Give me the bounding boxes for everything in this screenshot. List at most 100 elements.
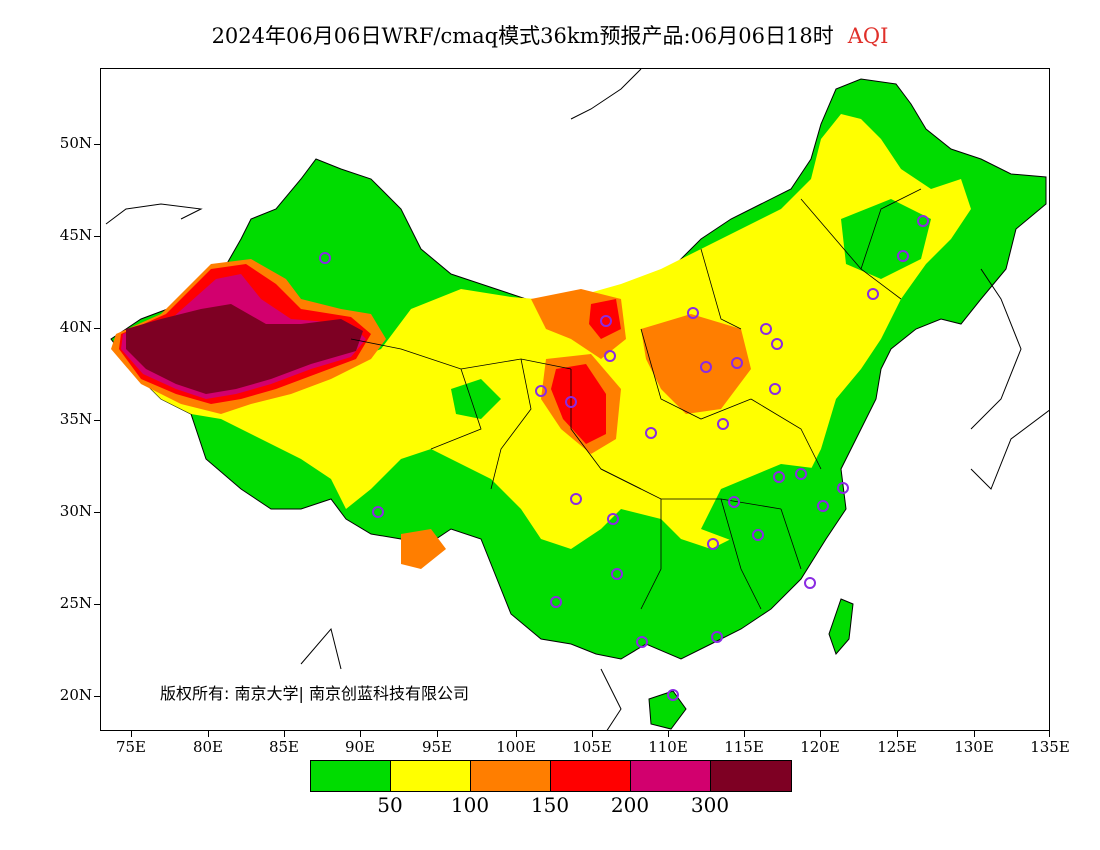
lon-label: 95E: [421, 738, 453, 756]
lon-tick: [1049, 731, 1050, 737]
aqi-map: [105, 69, 1049, 730]
station-marker: [636, 636, 648, 648]
color-legend: [310, 760, 792, 792]
station-marker: [667, 689, 679, 701]
legend-swatch: [631, 761, 711, 791]
lat-label: 20N: [59, 686, 92, 704]
lon-label: 80E: [192, 738, 224, 756]
station-marker: [570, 493, 582, 505]
station-marker: [728, 496, 740, 508]
lon-tick: [437, 731, 438, 737]
station-marker: [867, 288, 879, 300]
legend-label: 200: [610, 793, 650, 817]
lat-tick: [94, 328, 100, 329]
station-marker: [804, 577, 816, 589]
lon-tick: [516, 731, 517, 737]
aqi-good-patch: [841, 199, 931, 279]
station-marker: [769, 383, 781, 395]
aqi-unhealthy-zone: [551, 364, 606, 444]
lon-label: 85E: [268, 738, 300, 756]
lon-label: 100E: [496, 738, 536, 756]
station-marker: [600, 315, 612, 327]
lon-label: 135E: [1030, 738, 1070, 756]
station-marker: [319, 252, 331, 264]
lat-tick: [94, 512, 100, 513]
title-text: 2024年06月06日WRF/cmaq模式36km预报产品:06月06日18时: [211, 24, 834, 48]
map-frame: [100, 68, 1050, 731]
lon-label: 130E: [954, 738, 994, 756]
station-marker: [917, 215, 929, 227]
lat-tick: [94, 696, 100, 697]
station-marker: [700, 361, 712, 373]
station-marker: [550, 596, 562, 608]
station-marker: [604, 350, 616, 362]
lon-label: 125E: [877, 738, 917, 756]
station-markers: [319, 215, 929, 701]
lat-tick: [94, 604, 100, 605]
lat-label: 50N: [59, 134, 92, 152]
lon-tick: [131, 731, 132, 737]
lon-label: 75E: [115, 738, 147, 756]
legend-label: 50: [377, 793, 403, 817]
lon-label: 105E: [572, 738, 612, 756]
aqi-unhealthy-sensitive-zone: [401, 529, 446, 569]
station-marker: [771, 338, 783, 350]
legend-swatch: [471, 761, 551, 791]
lon-label: 110E: [648, 738, 688, 756]
lon-tick: [284, 731, 285, 737]
station-marker: [897, 250, 909, 262]
lon-tick: [974, 731, 975, 737]
copyright-text: 版权所有: 南京大学| 南京创蓝科技有限公司: [160, 684, 469, 703]
lat-label: 35N: [59, 410, 92, 428]
lat-label: 40N: [59, 318, 92, 336]
legend-label: 150: [530, 793, 570, 817]
station-marker: [611, 568, 623, 580]
station-marker: [717, 418, 729, 430]
lat-tick: [94, 420, 100, 421]
station-marker: [752, 529, 764, 541]
province-boundaries: [350, 188, 922, 610]
lat-tick: [94, 144, 100, 145]
station-marker: [535, 385, 547, 397]
legend-swatch: [711, 761, 791, 791]
aqi-unhealthy-zone: [589, 299, 621, 339]
aqi-hazardous-zone: [126, 304, 363, 394]
station-marker: [773, 471, 785, 483]
legend-swatch: [311, 761, 391, 791]
neighbor-coastlines: [105, 69, 1049, 730]
lon-label: 115E: [724, 738, 764, 756]
lon-tick: [820, 731, 821, 737]
lon-label: 90E: [344, 738, 376, 756]
station-marker: [372, 506, 384, 518]
lat-label: 45N: [59, 226, 92, 244]
lat-tick: [94, 236, 100, 237]
lon-tick: [592, 731, 593, 737]
legend-swatch: [551, 761, 631, 791]
taiwan-land: [828, 598, 854, 655]
station-marker: [707, 538, 719, 550]
station-marker: [645, 427, 657, 439]
aqi-good-patch: [701, 464, 831, 544]
lon-tick: [360, 731, 361, 737]
lat-label: 30N: [59, 502, 92, 520]
lon-label: 120E: [800, 738, 840, 756]
aqi-good-patch: [451, 379, 501, 419]
station-marker: [731, 357, 743, 369]
lon-tick: [208, 731, 209, 737]
station-marker: [607, 513, 619, 525]
title-variable: AQI: [847, 24, 889, 48]
station-marker: [837, 482, 849, 494]
station-marker: [687, 307, 699, 319]
lat-label: 25N: [59, 594, 92, 612]
station-marker: [711, 631, 723, 643]
aqi-unhealthy-sensitive-zone: [641, 314, 751, 414]
map-title: 2024年06月06日WRF/cmaq模式36km预报产品:06月06日18时 A…: [0, 20, 1100, 50]
lon-tick: [744, 731, 745, 737]
legend-swatch: [391, 761, 471, 791]
lon-tick: [897, 731, 898, 737]
legend-label: 100: [450, 793, 490, 817]
station-marker: [817, 500, 829, 512]
station-marker: [760, 323, 772, 335]
lon-tick: [668, 731, 669, 737]
station-marker: [565, 396, 577, 408]
